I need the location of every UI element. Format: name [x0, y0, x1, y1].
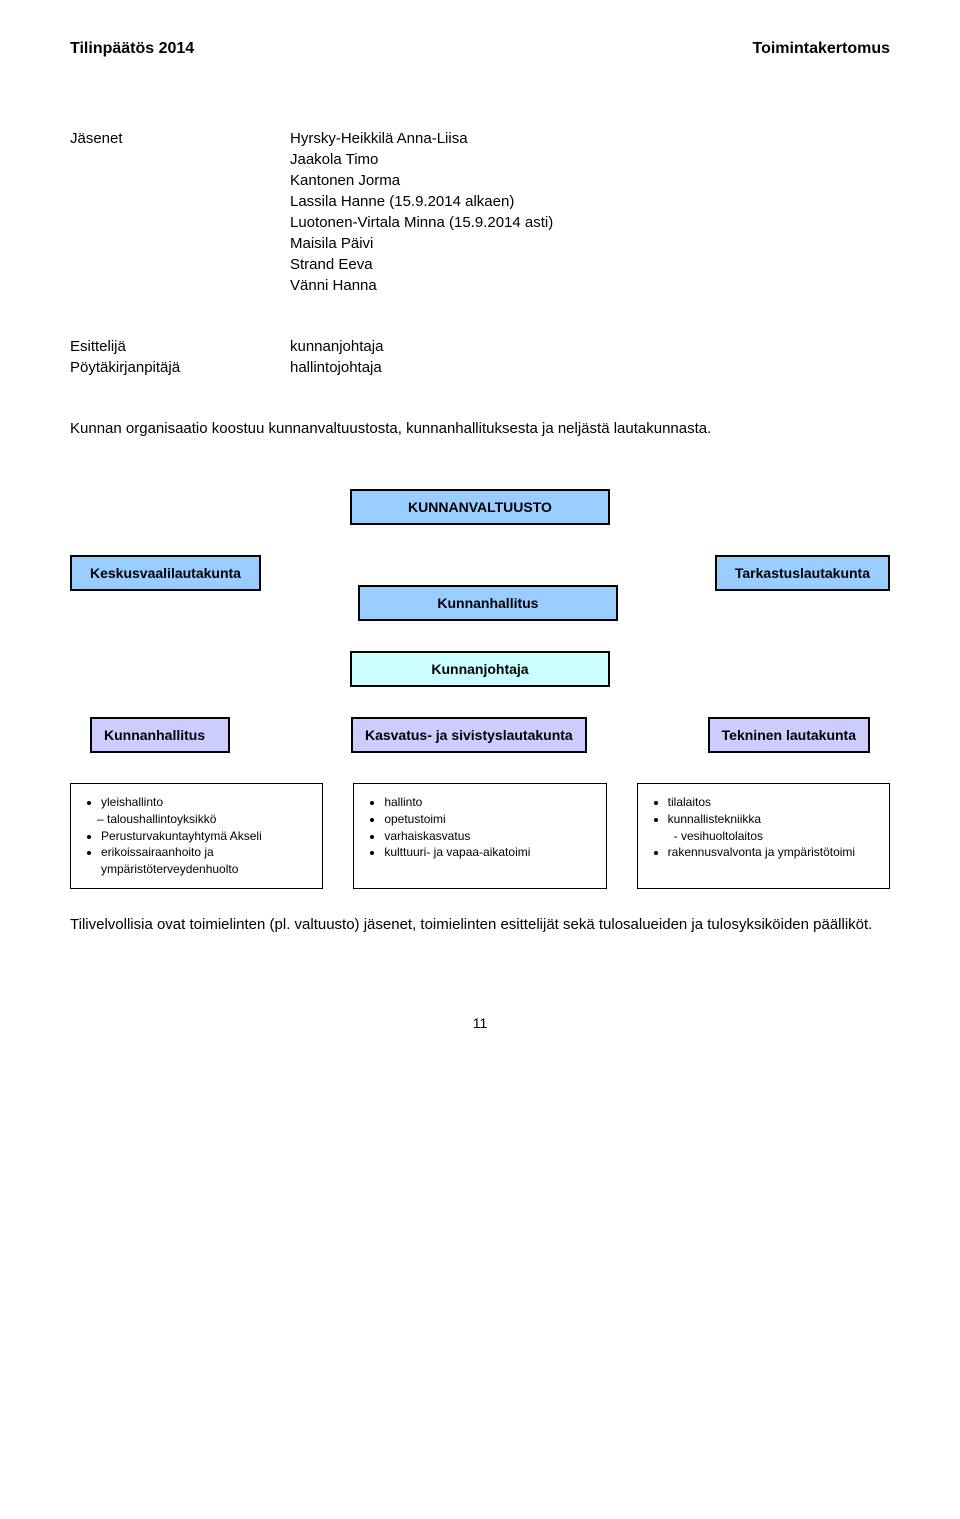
page-header: Tilinpäätös 2014 Toimintakertomus — [70, 40, 890, 58]
member-item: Hyrsky-Heikkilä Anna-Liisa — [290, 128, 890, 149]
members-values: Hyrsky-Heikkilä Anna-Liisa Jaakola Timo … — [290, 128, 890, 296]
bullet-item: kunnallistekniikka — [668, 811, 877, 828]
page-number: 11 — [70, 1015, 890, 1031]
bullet-item: hallinto — [384, 794, 593, 811]
role-label: Esittelijä — [70, 336, 290, 357]
org-box-keskusvaalilautakunta: Keskusvaalilautakunta — [70, 555, 261, 591]
bullet-item: yleishallinto — [101, 794, 310, 811]
bullet-box-2: hallinto opetustoimi varhaiskasvatus kul… — [353, 783, 606, 889]
member-item: Kantonen Jorma — [290, 170, 890, 191]
bullet-box-3: tilalaitos kunnallistekniikka - vesihuol… — [637, 783, 890, 889]
footer-paragraph: Tilivelvollisia ovat toimielinten (pl. v… — [70, 914, 890, 935]
org-box-kunnanhallitus: Kunnanhallitus — [358, 585, 618, 621]
member-item: Luotonen-Virtala Minna (15.9.2014 asti) — [290, 212, 890, 233]
members-label: Jäsenet — [70, 128, 290, 149]
org-bullet-row: yleishallinto taloushallintoyksikkö Peru… — [70, 783, 890, 889]
org-box-tekninen-lautakunta: Tekninen lautakunta — [708, 717, 870, 753]
member-item: Strand Eeva — [290, 254, 890, 275]
org-box-label: Kasvatus- ja sivistyslautakunta — [365, 727, 573, 743]
bullet-item: opetustoimi — [384, 811, 593, 828]
bullet-item: erikoissairaanhoito ja ympäristöterveyde… — [101, 844, 310, 878]
role-value: hallintojohtaja — [290, 357, 890, 378]
bullet-item: rakennusvalvonta ja ympäristötoimi — [668, 844, 877, 861]
role-label: Pöytäkirjanpitäjä — [70, 357, 290, 378]
roles-section: Esittelijä Pöytäkirjanpitäjä kunnanjohta… — [70, 336, 890, 378]
bullet-item: kulttuuri- ja vapaa-aikatoimi — [384, 844, 593, 861]
member-item: Lassila Hanne (15.9.2014 alkaen) — [290, 191, 890, 212]
bullet-item: varhaiskasvatus — [384, 828, 593, 845]
org-box-label: Tekninen lautakunta — [722, 727, 856, 743]
members-section: Jäsenet Hyrsky-Heikkilä Anna-Liisa Jaako… — [70, 128, 890, 296]
org-box-kunnanhallitus-lower: Kunnanhallitus — [90, 717, 230, 753]
org-box-kasvatus-sivistyslautakunta: Kasvatus- ja sivistyslautakunta — [351, 717, 587, 753]
member-item: Vänni Hanna — [290, 275, 890, 296]
member-item: Jaakola Timo — [290, 149, 890, 170]
bullet-subline: - vesihuoltolaitos — [650, 828, 877, 845]
member-item: Maisila Päivi — [290, 233, 890, 254]
header-left: Tilinpäätös 2014 — [70, 40, 194, 58]
org-box-kunnanvaltuusto: KUNNANVALTUUSTO — [350, 489, 610, 525]
bullet-item: tilalaitos — [668, 794, 877, 811]
header-right: Toimintakertomus — [753, 40, 891, 58]
role-value: kunnanjohtaja — [290, 336, 890, 357]
org-box-tarkastuslautakunta: Tarkastuslautakunta — [715, 555, 890, 591]
org-chart: KUNNANVALTUUSTO Keskusvaalilautakunta Ku… — [70, 489, 890, 889]
body-paragraph: Kunnan organisaatio koostuu kunnanvaltuu… — [70, 418, 890, 439]
bullet-box-1: yleishallinto taloushallintoyksikkö Peru… — [70, 783, 323, 889]
org-box-kunnanjohtaja: Kunnanjohtaja — [350, 651, 610, 687]
bullet-item: Perusturvakuntayhtymä Akseli — [101, 828, 310, 845]
bullet-item: taloushallintoyksikkö — [107, 811, 310, 828]
